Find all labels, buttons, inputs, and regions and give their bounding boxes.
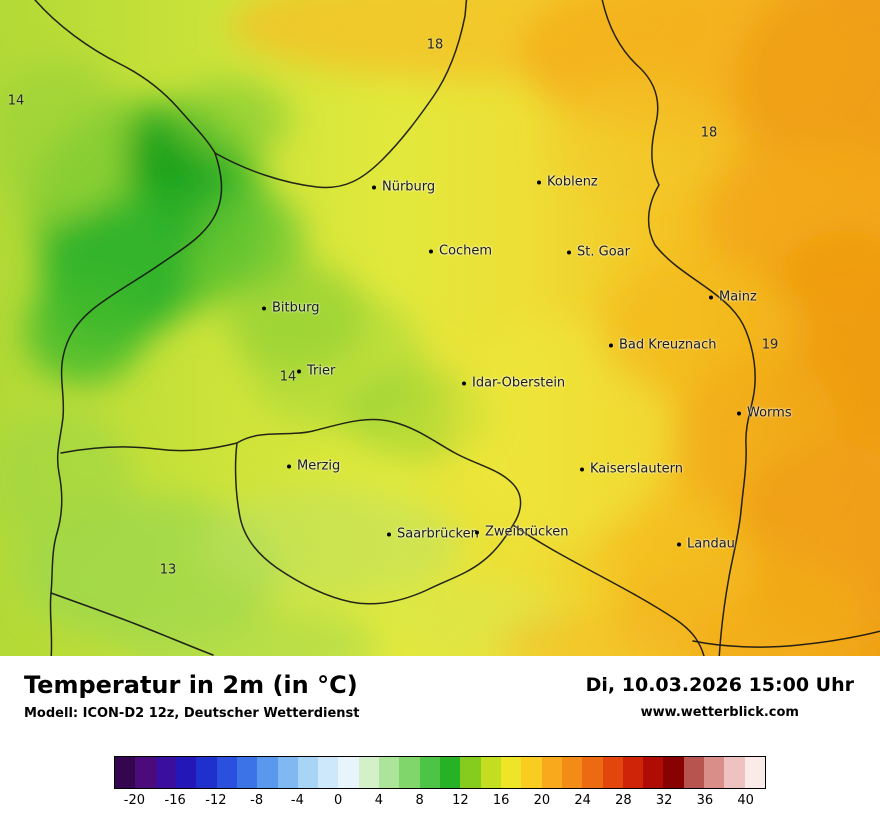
- temperature-field-art: [0, 0, 880, 656]
- legend-color-segment: [643, 757, 664, 788]
- title-block: Temperatur in 2m (in °C) Modell: ICON-D2…: [24, 671, 359, 721]
- legend-tick-label: 12: [452, 793, 469, 808]
- legend-color-segment: [338, 757, 359, 788]
- valid-datetime: Di, 10.03.2026 15:00 Uhr: [585, 674, 854, 696]
- legend-color-segment: [582, 757, 603, 788]
- legend-color-segment: [561, 757, 583, 788]
- legend-color-segment: [196, 757, 217, 788]
- legend-color-segment: [236, 757, 258, 788]
- legend-color-segment: [297, 757, 319, 788]
- legend-color-segment: [663, 757, 684, 788]
- legend-color-segment: [683, 757, 705, 788]
- legend-tick-label: 24: [574, 793, 591, 808]
- legend-color-segment: [602, 757, 623, 788]
- model-info: Modell: ICON-D2 12z, Deutscher Wetterdie…: [24, 706, 360, 721]
- legend-bar: [114, 756, 766, 789]
- legend-color-segment: [541, 757, 562, 788]
- legend-color-segment: [419, 757, 440, 788]
- legend-color-segment: [399, 757, 420, 788]
- page-title: Temperatur in 2m (in °C): [24, 671, 358, 699]
- legend-color-segment: [257, 757, 278, 788]
- legend-tick-label: -16: [164, 793, 186, 808]
- footer: Temperatur in 2m (in °C) Modell: ICON-D2…: [0, 656, 880, 830]
- legend-color-segment: [175, 757, 197, 788]
- temperature-map: Nürburg Koblenz Cochem St. Goar Mainz Bitburg…: [0, 0, 880, 656]
- legend-color-segment: [277, 757, 298, 788]
- legend-color-segment: [744, 757, 765, 788]
- legend-tick-label: -20: [123, 793, 145, 808]
- legend-tick-label: -4: [290, 793, 304, 808]
- temperature-legend: -20 -16 -12 -8 -4 0 4 8 12 16 20 24 28 32 36 40: [114, 756, 766, 809]
- legend-color-segment: [216, 757, 237, 788]
- legend-tick-label: 28: [615, 793, 632, 808]
- legend-tick-label: -8: [250, 793, 264, 808]
- legend-color-segment: [521, 757, 542, 788]
- legend-color-segment: [155, 757, 176, 788]
- website-url: www.wetterblick.com: [640, 705, 799, 720]
- legend-color-segment: [500, 757, 522, 788]
- legend-tick-label: 8: [415, 793, 424, 808]
- legend-color-segment: [622, 757, 644, 788]
- legend-tick-label: 16: [492, 793, 510, 808]
- legend-color-segment: [115, 757, 136, 788]
- footer-header-row: Temperatur in 2m (in °C) Modell: ICON-D2…: [0, 656, 880, 721]
- datetime-block: Di, 10.03.2026 15:00 Uhr www.wetterblick…: [586, 671, 854, 720]
- legend-color-segment: [318, 757, 339, 788]
- state-borders: [34, 0, 880, 656]
- legend-tick-label: 4: [374, 793, 384, 808]
- legend-color-segment: [135, 757, 156, 788]
- legend-tick-label: 20: [533, 793, 551, 808]
- legend-color-segment: [440, 757, 461, 788]
- legend-color-segment: [460, 757, 481, 788]
- legend-color-segment: [379, 757, 400, 788]
- legend-tick-label: 40: [737, 793, 754, 808]
- legend-color-segment: [480, 757, 501, 788]
- legend-tick-label: 32: [655, 793, 673, 808]
- legend-color-segment: [724, 757, 745, 788]
- legend-tick-label: 36: [696, 793, 714, 808]
- legend-tick-label: 0: [333, 793, 343, 808]
- legend-color-segment: [704, 757, 725, 788]
- legend-tick-label: -12: [205, 793, 227, 808]
- legend-labels: -20 -16 -12 -8 -4 0 4 8 12 16 20 24 28 32 36 40: [114, 793, 766, 809]
- legend-color-segment: [358, 757, 380, 788]
